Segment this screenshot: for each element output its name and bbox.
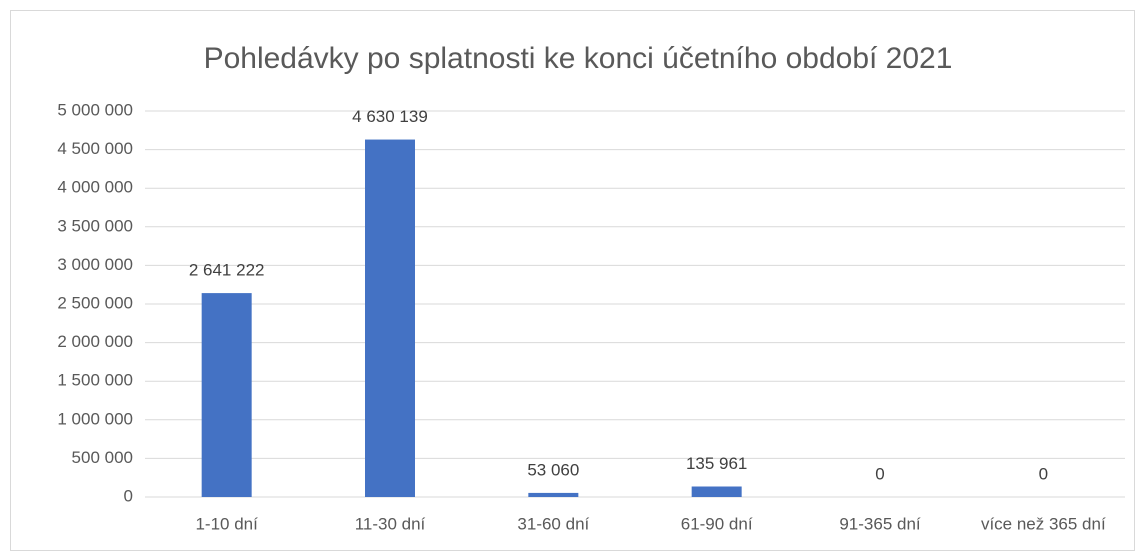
- y-tick-label: 1 500 000: [57, 371, 133, 390]
- chart-frame: [10, 10, 1135, 551]
- x-tick-label: 1-10 dní: [195, 514, 258, 533]
- bar: [365, 139, 415, 497]
- value-label: 53 060: [527, 460, 579, 479]
- value-label: 2 641 222: [189, 261, 265, 280]
- x-tick-label: 31-60 dní: [517, 514, 589, 533]
- y-tick-label: 2 500 000: [57, 293, 133, 312]
- value-label: 135 961: [686, 454, 747, 473]
- x-tick-label: 91-365 dní: [839, 514, 921, 533]
- x-tick-label: 61-90 dní: [681, 514, 753, 533]
- y-tick-label: 5 000 000: [57, 100, 133, 119]
- chart-title: Pohledávky po splatnosti ke konci účetní…: [204, 42, 953, 75]
- y-tick-label: 4 500 000: [57, 139, 133, 158]
- value-label: 4 630 139: [352, 107, 428, 126]
- y-tick-label: 4 000 000: [57, 178, 133, 197]
- x-tick-label: 11-30 dní: [355, 514, 426, 533]
- y-tick-label: 1 000 000: [57, 409, 133, 428]
- bar: [691, 486, 742, 497]
- bar: [201, 293, 252, 497]
- value-label: 0: [1039, 464, 1048, 483]
- value-label: 0: [875, 464, 884, 483]
- x-tick-label: více než 365 dní: [981, 514, 1106, 533]
- y-tick-label: 2 000 000: [57, 332, 133, 351]
- bar: [528, 492, 579, 497]
- y-tick-label: 500 000: [72, 448, 133, 467]
- y-tick-label: 3 000 000: [57, 255, 133, 274]
- y-tick-label: 3 500 000: [57, 216, 133, 235]
- y-tick-label: 0: [124, 486, 133, 505]
